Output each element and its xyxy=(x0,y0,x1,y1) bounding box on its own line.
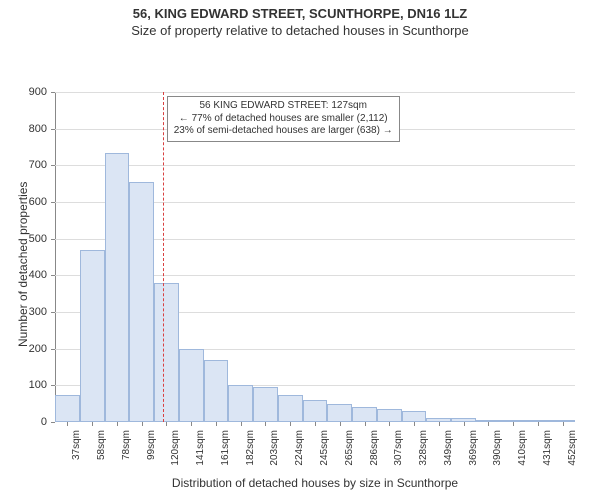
annotation-line: ← 77% of detached houses are smaller (2,… xyxy=(174,113,393,126)
xtick-label: 390sqm xyxy=(492,430,503,476)
xtick-label: 99sqm xyxy=(146,430,157,476)
annotation-line: 23% of semi-detached houses are larger (… xyxy=(174,125,393,138)
xtick-mark xyxy=(241,422,242,426)
xtick-mark xyxy=(389,422,390,426)
ytick-label: 100 xyxy=(17,379,47,391)
xtick-mark xyxy=(191,422,192,426)
ytick-mark xyxy=(51,422,55,423)
xtick-label: 245sqm xyxy=(319,430,330,476)
bar xyxy=(154,283,179,422)
title-main: 56, KING EDWARD STREET, SCUNTHORPE, DN16… xyxy=(0,6,600,21)
bar xyxy=(179,349,204,422)
bar xyxy=(105,153,130,423)
ytick-label: 800 xyxy=(17,123,47,135)
xtick-mark xyxy=(513,422,514,426)
xtick-label: 410sqm xyxy=(517,430,528,476)
y-axis-label: Number of detached properties xyxy=(16,182,30,347)
xtick-mark xyxy=(166,422,167,426)
xtick-mark xyxy=(365,422,366,426)
bar xyxy=(327,404,352,422)
xtick-label: 328sqm xyxy=(418,430,429,476)
bar xyxy=(377,409,402,422)
xtick-label: 182sqm xyxy=(245,430,256,476)
bar xyxy=(228,385,253,422)
xtick-mark xyxy=(265,422,266,426)
xtick-mark xyxy=(92,422,93,426)
xtick-label: 203sqm xyxy=(269,430,280,476)
xtick-label: 307sqm xyxy=(393,430,404,476)
ytick-label: 900 xyxy=(17,86,47,98)
xtick-label: 369sqm xyxy=(468,430,479,476)
bar xyxy=(55,395,80,423)
xtick-mark xyxy=(563,422,564,426)
title-sub: Size of property relative to detached ho… xyxy=(0,23,600,38)
xtick-mark xyxy=(439,422,440,426)
xtick-label: 286sqm xyxy=(369,430,380,476)
ytick-label: 700 xyxy=(17,159,47,171)
xtick-label: 58sqm xyxy=(96,430,107,476)
xtick-label: 37sqm xyxy=(71,430,82,476)
xtick-label: 78sqm xyxy=(121,430,132,476)
xtick-mark xyxy=(538,422,539,426)
xtick-label: 224sqm xyxy=(294,430,305,476)
xtick-mark xyxy=(315,422,316,426)
xtick-mark xyxy=(142,422,143,426)
chart: 0100200300400500600700800900Number of de… xyxy=(0,42,600,500)
bar xyxy=(303,400,328,422)
bar xyxy=(129,182,154,422)
bar xyxy=(402,411,427,422)
xtick-mark xyxy=(117,422,118,426)
bar xyxy=(278,395,303,423)
bar xyxy=(253,387,278,422)
annotation-box: 56 KING EDWARD STREET: 127sqm← 77% of de… xyxy=(167,96,400,142)
xtick-label: 452sqm xyxy=(567,430,578,476)
xtick-label: 141sqm xyxy=(195,430,206,476)
reference-line xyxy=(163,92,164,422)
xtick-label: 265sqm xyxy=(344,430,355,476)
bar xyxy=(204,360,229,422)
xtick-mark xyxy=(414,422,415,426)
bar xyxy=(80,250,105,422)
x-axis-label: Distribution of detached houses by size … xyxy=(55,476,575,490)
xtick-mark xyxy=(340,422,341,426)
xtick-mark xyxy=(488,422,489,426)
annotation-line: 56 KING EDWARD STREET: 127sqm xyxy=(174,100,393,113)
xtick-mark xyxy=(290,422,291,426)
xtick-label: 120sqm xyxy=(170,430,181,476)
bars-layer xyxy=(55,92,575,422)
xtick-mark xyxy=(67,422,68,426)
bar xyxy=(352,407,377,422)
ytick-label: 0 xyxy=(17,416,47,428)
xtick-mark xyxy=(216,422,217,426)
xtick-label: 431sqm xyxy=(542,430,553,476)
xtick-mark xyxy=(464,422,465,426)
xtick-label: 349sqm xyxy=(443,430,454,476)
xtick-label: 161sqm xyxy=(220,430,231,476)
